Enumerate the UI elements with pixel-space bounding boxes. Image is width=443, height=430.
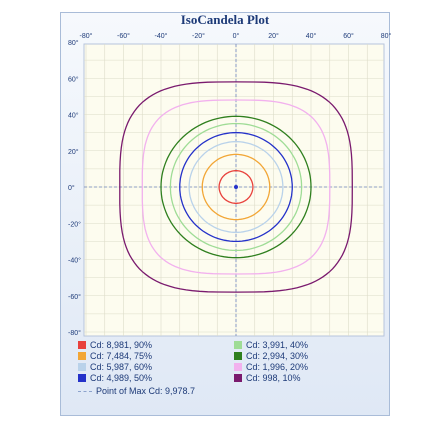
y-tick-label: -20°	[68, 220, 81, 228]
legend-item: Cd: 4,989, 50%	[78, 373, 152, 383]
legend-label: Point of Max Cd: 9,978.7	[96, 386, 196, 396]
legend-label: Cd: 998, 10%	[246, 373, 301, 383]
legend-label: Cd: 8,981, 90%	[90, 340, 153, 350]
legend-label: Cd: 1,996, 20%	[246, 362, 309, 372]
legend-item: Cd: 2,994, 30%	[234, 351, 308, 361]
x-tick-label: -40°	[155, 32, 168, 40]
contour-line	[218, 170, 254, 204]
x-tick-label: 0°	[233, 32, 240, 40]
x-tick-labels: -80° -60° -40° -20° 0° 20° 40° 60° 80°	[80, 32, 392, 40]
legend-label: Cd: 2,994, 30%	[246, 351, 309, 361]
legend-label: Cd: 5,987, 60%	[90, 362, 153, 372]
legend-label: Cd: 3,991, 40%	[246, 340, 309, 350]
legend-swatch	[78, 352, 86, 360]
max-point-marker	[234, 185, 238, 189]
legend-swatch	[234, 374, 242, 382]
x-tick-label: -60°	[117, 32, 130, 40]
contours	[119, 81, 353, 293]
y-tick-label: 80°	[68, 39, 79, 47]
legend: Cd: 8,981, 90% Cd: 7,484, 75% Cd: 5,987, 6…	[78, 340, 386, 410]
legend-swatch	[78, 341, 86, 349]
legend-swatch	[78, 363, 86, 371]
legend-swatch	[78, 374, 86, 382]
y-tick-label: -60°	[68, 293, 81, 301]
contour-line	[188, 141, 284, 233]
contour-line	[201, 153, 271, 221]
contour-line	[169, 122, 303, 252]
x-tick-label: 20°	[268, 32, 279, 40]
x-tick-label: 60°	[343, 32, 354, 40]
x-tick-label: -80°	[80, 32, 93, 40]
legend-item: Cd: 3,991, 40%	[234, 340, 308, 350]
y-tick-label: -80°	[68, 329, 81, 337]
legend-item: Cd: 1,996, 20%	[234, 362, 308, 372]
legend-item: Cd: 7,484, 75%	[78, 351, 152, 361]
legend-item: Cd: 998, 10%	[234, 373, 301, 383]
legend-item: Cd: 5,987, 60%	[78, 362, 152, 372]
legend-item: Cd: 8,981, 90%	[78, 340, 152, 350]
x-tick-label: 80°	[381, 32, 392, 40]
y-tick-label: 40°	[68, 112, 79, 120]
legend-swatch	[234, 352, 242, 360]
legend-swatch	[234, 363, 242, 371]
y-tick-label: 60°	[68, 75, 79, 83]
x-tick-label: 40°	[306, 32, 317, 40]
legend-swatch	[234, 341, 242, 349]
legend-label: Cd: 4,989, 50%	[90, 373, 153, 383]
legend-item-max-point: Point of Max Cd: 9,978.7	[78, 386, 195, 396]
y-tick-label: -40°	[68, 257, 81, 265]
y-tick-label: 0°	[68, 184, 75, 192]
legend-label: Cd: 7,484, 75%	[90, 351, 153, 361]
contour-line	[179, 131, 293, 243]
y-tick-label: 20°	[68, 148, 79, 156]
x-tick-label: -20°	[192, 32, 205, 40]
contour-line	[119, 81, 353, 293]
contour-line	[141, 99, 331, 275]
chart-title: IsoCandela Plot	[180, 12, 270, 27]
contour-line	[160, 115, 312, 259]
plot-area	[83, 43, 385, 337]
y-tick-labels: 80° 60° 40° 20° 0° -20° -40° -60° -80°	[68, 39, 81, 337]
legend-dash	[78, 390, 92, 392]
